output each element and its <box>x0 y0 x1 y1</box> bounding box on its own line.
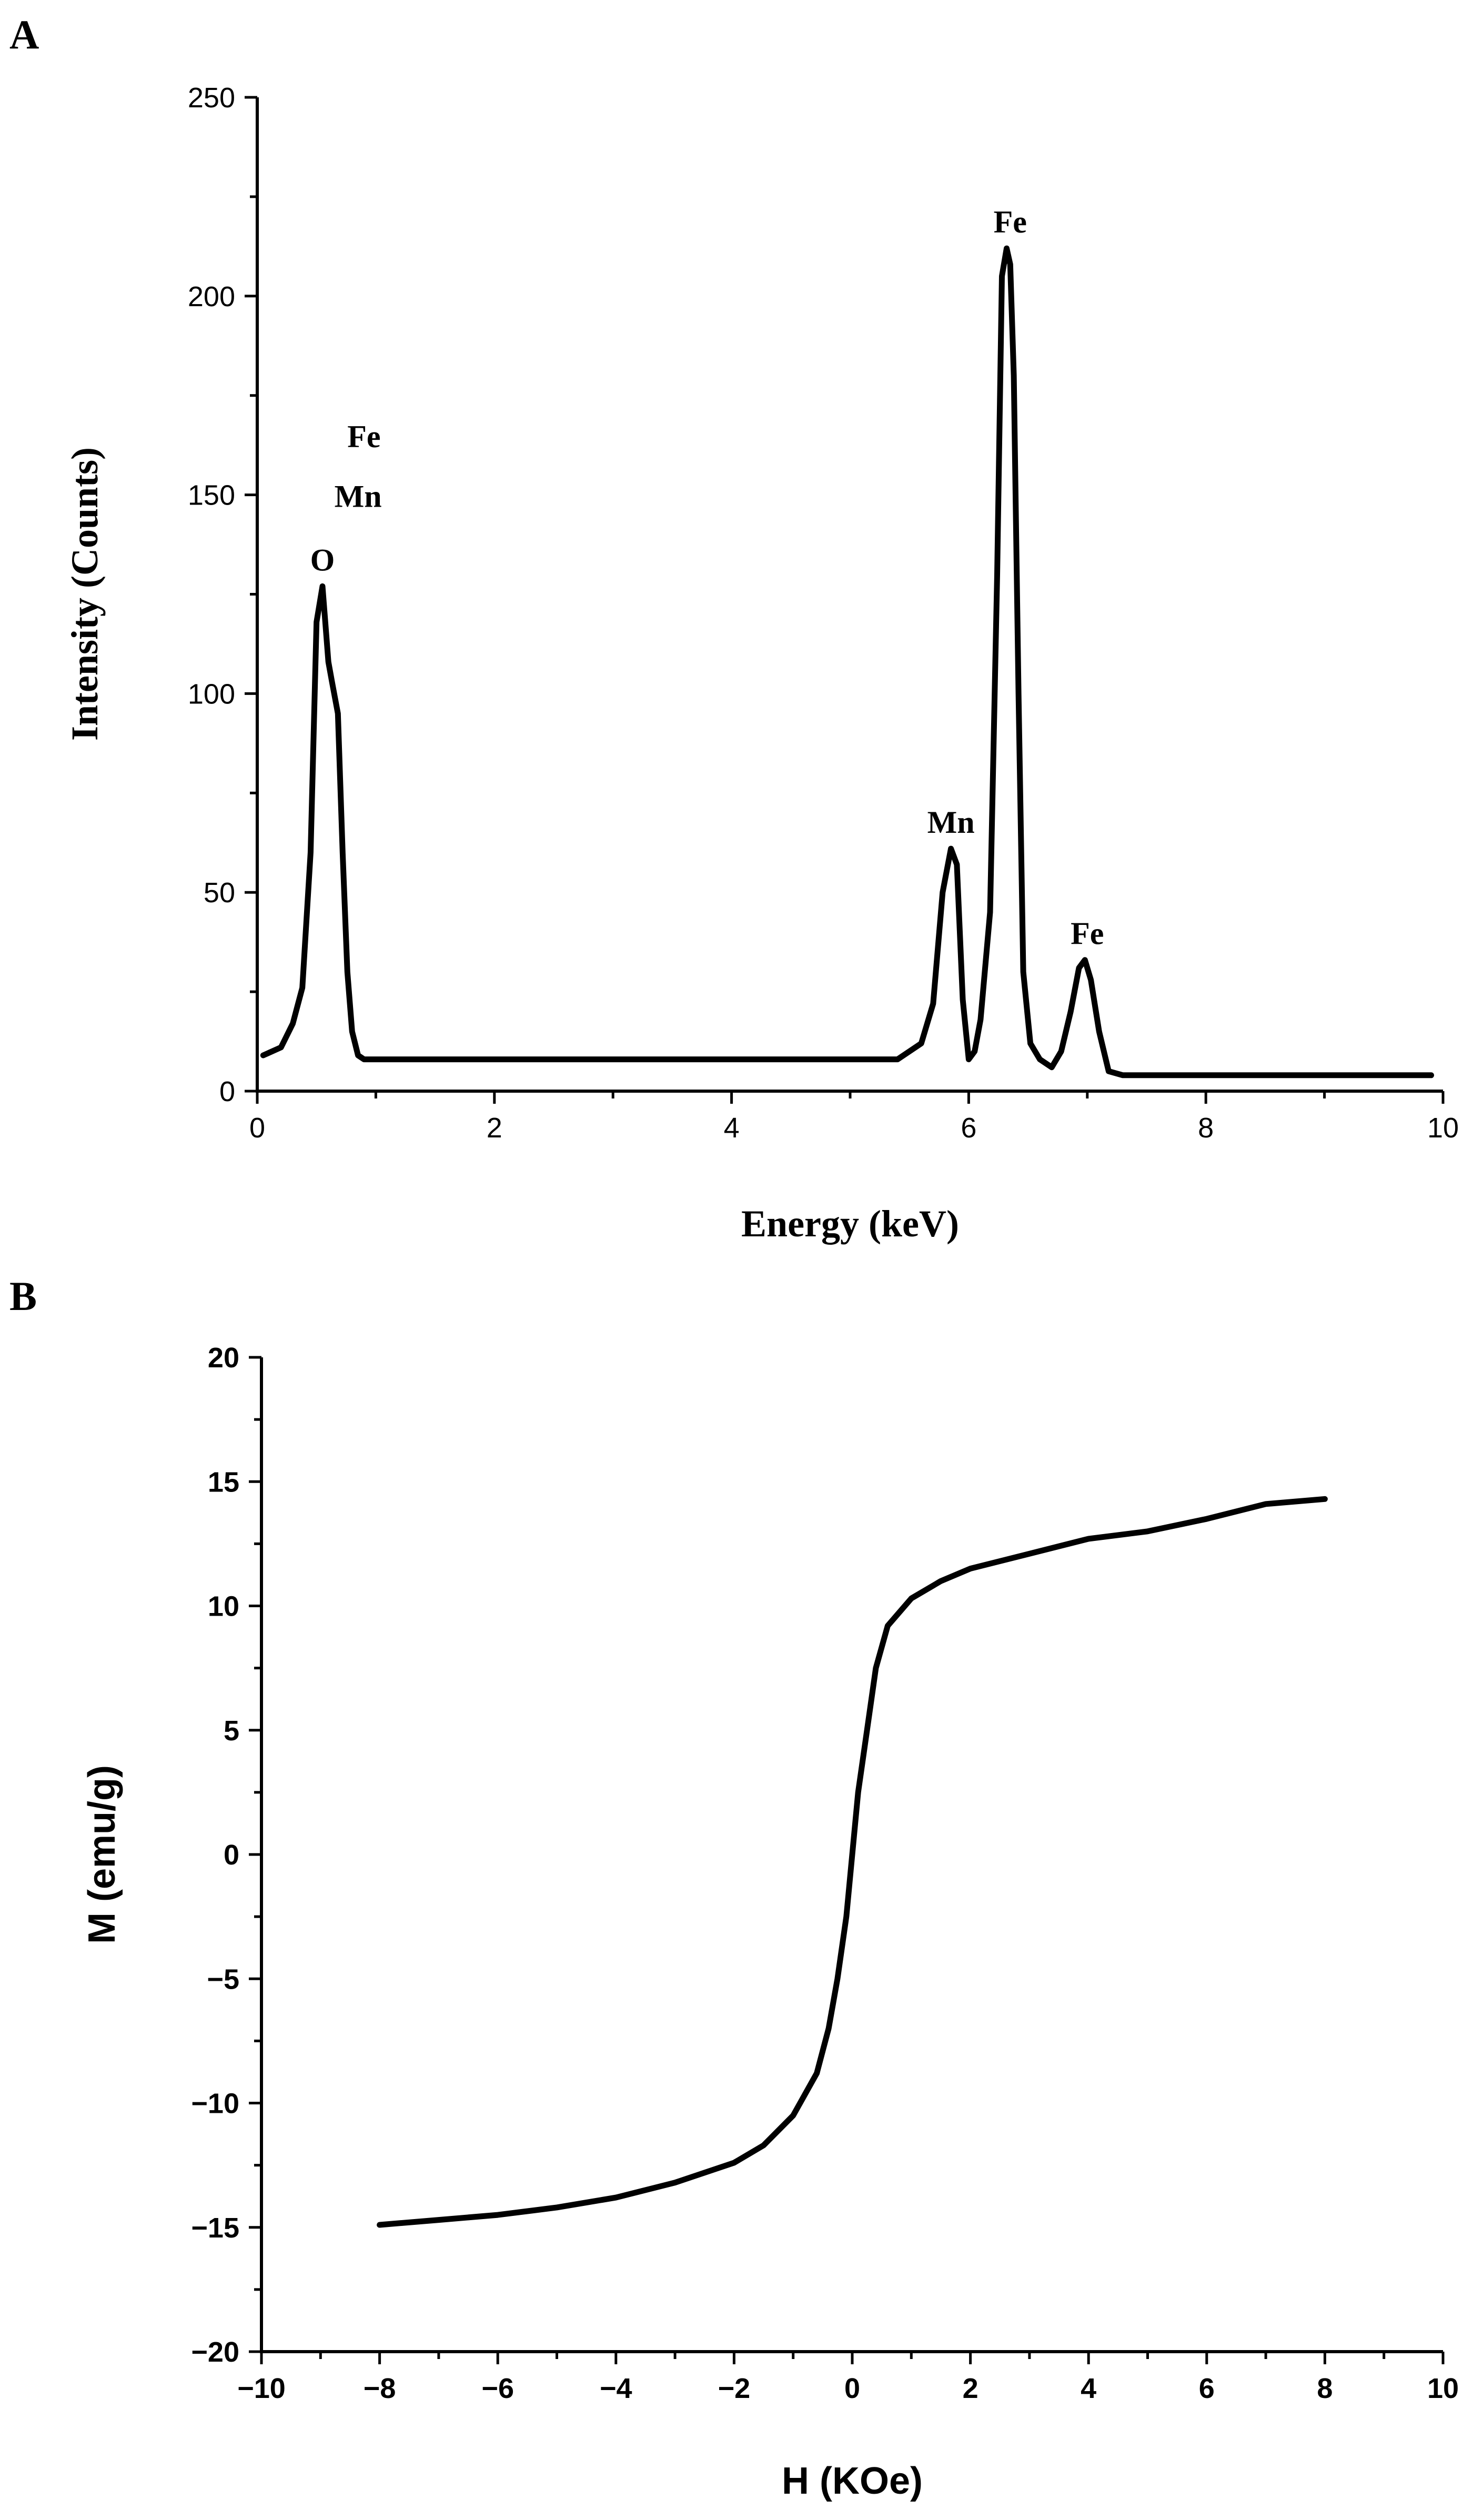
panel-b-x-tick-label: −10 <box>237 2373 286 2404</box>
panel-a-peak-label: Fe <box>994 205 1027 239</box>
panel-a-y-axis-title: Intensity (Counts) <box>64 447 106 741</box>
panel-a: A 0 2 4 6 8 10 0 50 100 150 200 250 O Fe Mn Mn Fe Fe En… <box>9 12 1459 1245</box>
panel-a-y-tick-label: 250 <box>188 82 235 114</box>
panel-a-spectrum-line <box>260 245 1434 1078</box>
panel-a-ticks <box>245 96 1445 1104</box>
panel-b: B −10 −8 −6 −4 −2 0 2 4 6 8 10 −20−15−10−505101520… <box>9 1273 1459 2502</box>
panel-b-hysteresis-line <box>377 1496 1328 2228</box>
panel-a-x-tick-label: 8 <box>1198 1112 1214 1144</box>
panel-a-peak-label: Mn <box>927 805 975 840</box>
panel-a-x-axis-title: Energy (keV) <box>741 1203 959 1245</box>
panel-a-peak-label: Fe <box>347 419 380 454</box>
panel-b-y-tick-label: 20 <box>208 1342 239 1374</box>
panel-b-x-tick-label: 4 <box>1081 2373 1096 2404</box>
panel-b-y-tick-labels: −20 −15 −10 −5 0 5 10 15 20 <box>191 1342 239 2368</box>
panel-a-x-tick-label: 0 <box>249 1112 265 1144</box>
panel-b-x-axis-title: H (KOe) <box>782 2460 923 2502</box>
panel-a-y-tick-label: 200 <box>188 281 235 313</box>
panel-a-x-tick-label: 10 <box>1427 1112 1459 1144</box>
panel-b-y-axis-title: M (emu/g) <box>81 1765 123 1944</box>
panel-a-peak-label: O <box>310 542 335 577</box>
panel-b-x-tick-label: 8 <box>1317 2373 1333 2404</box>
panel-b-y-tick-label: −20 <box>191 2336 239 2368</box>
panel-b-x-tick-label: −4 <box>600 2373 632 2404</box>
panel-b-y-tick-label: 0 <box>224 1839 239 1871</box>
panel-a-x-tick-label: 2 <box>487 1112 502 1144</box>
panel-b-x-tick-label: 0 <box>844 2373 860 2404</box>
panel-b-y-tick-label: 5 <box>224 1715 239 1747</box>
panel-b-y-tick-label: −10 <box>191 2088 239 2120</box>
panel-a-y-tick-label: 150 <box>188 480 235 511</box>
panel-b-x-tick-labels: −10 −8 −6 −4 −2 0 2 4 6 8 10 <box>237 2373 1459 2404</box>
panel-b-y-tick-label: −15 <box>191 2212 239 2244</box>
panel-a-peak-labels: O Fe Mn Mn Fe Fe <box>310 205 1104 951</box>
panel-b-y-tick-label: 15 <box>208 1466 239 1498</box>
panel-a-x-tick-label: 4 <box>724 1112 740 1144</box>
panel-a-y-tick-label: 100 <box>188 678 235 710</box>
panel-b-y-tick-label: −5 <box>207 1963 239 1995</box>
panel-a-label: A <box>9 12 39 57</box>
panel-b-y-tick-label: 10 <box>208 1591 239 1622</box>
panel-b-label: B <box>9 1273 37 1319</box>
panel-b-x-tick-label: −8 <box>364 2373 396 2404</box>
panel-a-peak-label: Mn <box>335 479 382 513</box>
panel-b-x-tick-label: 2 <box>963 2373 978 2404</box>
panel-b-x-tick-label: 6 <box>1199 2373 1215 2404</box>
panel-a-y-tick-labels: 0 50 100 150 200 250 <box>188 82 235 1107</box>
panel-b-x-tick-label: 10 <box>1427 2373 1459 2404</box>
panel-b-x-tick-label: −2 <box>718 2373 751 2404</box>
panel-b-x-tick-label: −6 <box>481 2373 514 2404</box>
panel-a-y-tick-label: 0 <box>219 1076 235 1107</box>
panel-b-ticks <box>249 1356 1445 2364</box>
panel-a-y-tick-label: 50 <box>204 877 235 909</box>
panel-a-x-tick-label: 6 <box>961 1112 976 1144</box>
panel-a-x-tick-labels: 0 2 4 6 8 10 <box>249 1112 1459 1144</box>
panel-a-peak-label: Fe <box>1071 916 1104 951</box>
